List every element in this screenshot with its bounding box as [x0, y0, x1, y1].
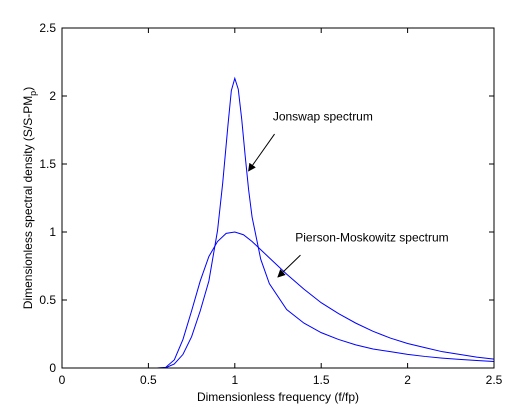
y-tick-label: 2 [49, 89, 56, 103]
series-line-2 [62, 231, 495, 369]
x-tick-label: 1 [231, 373, 238, 387]
y-axis-label-subscript: p [28, 91, 38, 96]
y-axis-label: Dimensionless spectral density (S/S-PMp) [21, 87, 38, 309]
x-tick-label: 0.5 [140, 373, 157, 387]
y-axis-label-end: ) [21, 87, 35, 91]
series-line-1 [62, 76, 495, 369]
x-tick-label: 2 [404, 373, 411, 387]
y-tick-label: 0.5 [39, 293, 56, 307]
annotation-arrow-2 [277, 254, 301, 278]
annotation-arrow-1 [248, 133, 275, 172]
x-tick-label: 2.5 [486, 373, 503, 387]
annotation-label-1: Jonswap spectrum [273, 109, 373, 123]
y-tick-label: 2.5 [39, 21, 56, 35]
axes-frame [61, 27, 495, 369]
y-tick-label: 0 [49, 361, 56, 375]
x-axis-label: Dimensionless frequency (f/fp) [197, 390, 359, 404]
ticks-layer: 0 0.5 1 1.5 2 2.5 0 0.5 1 1.5 2 2.5 [39, 21, 502, 387]
annotation-layer: Jonswap spectrum Pierson-Moskowitz spectr… [248, 109, 449, 278]
y-tick-label: 1 [49, 225, 56, 239]
x-tick-label: 1.5 [313, 373, 330, 387]
x-tick-label: 0 [59, 373, 66, 387]
y-tick-label: 1.5 [39, 157, 56, 171]
annotation-label-2: Pierson-Moskowitz spectrum [295, 231, 448, 245]
series-layer [62, 76, 495, 369]
y-axis-label-main: Dimensionless spectral density (S/S-PM [21, 96, 35, 309]
